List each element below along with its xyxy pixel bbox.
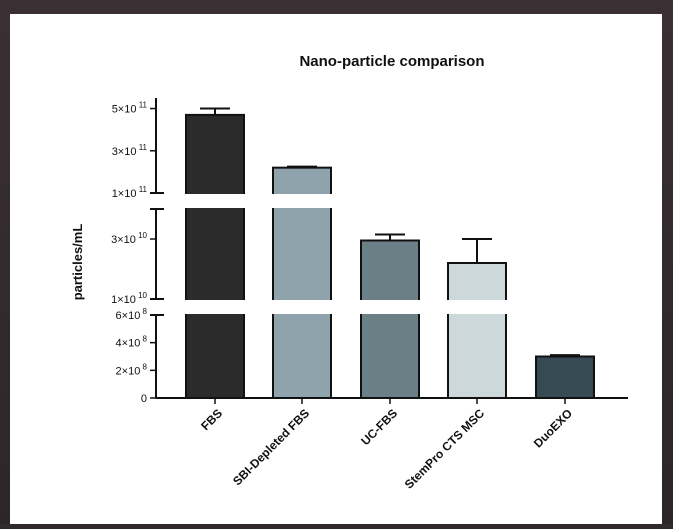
chart-panel: Nano-particle comparison particles/mL 0 2… — [10, 14, 662, 524]
y-axis-label: particles/mL — [70, 224, 85, 301]
bar-uc-fbs — [360, 239, 420, 399]
y-tick-label: 3×10 10 — [111, 231, 147, 246]
y-tick-label: 1×10 10 — [111, 291, 147, 306]
x-tick-label: SBI-Depleted FBS — [230, 406, 312, 488]
chart-title: Nano-particle comparison — [299, 53, 484, 70]
y-tick-label: 5×10 11 — [112, 101, 148, 116]
bar-fbs — [185, 113, 245, 399]
y-tick-label: 0 — [141, 393, 147, 405]
y-tick-label: 4×10 8 — [116, 335, 148, 350]
plot-area: 0 2×10 8 4×10 8 6×10 81×10 10 3×10 10 1×10 11… — [111, 98, 632, 492]
bar-duoexo — [535, 355, 595, 399]
x-tick-label: FBS — [198, 406, 225, 433]
x-tick-label: DuoEXO — [531, 406, 575, 450]
bar-chart: Nano-particle comparison particles/mL 0 2… — [70, 53, 632, 492]
x-tick-label: UC-FBS — [358, 406, 400, 448]
y-tick-label: 1×10 11 — [112, 185, 148, 200]
y-tick-label: 6×10 8 — [116, 307, 148, 322]
y-tick-label: 2×10 8 — [116, 362, 148, 377]
x-tick-label: StemPro CTS MSC — [402, 406, 488, 492]
bar-stempro-cts-msc — [447, 262, 507, 399]
axis-break-gap — [148, 194, 632, 208]
y-tick-label: 3×10 11 — [112, 143, 148, 158]
axis-break-gap — [148, 300, 632, 314]
